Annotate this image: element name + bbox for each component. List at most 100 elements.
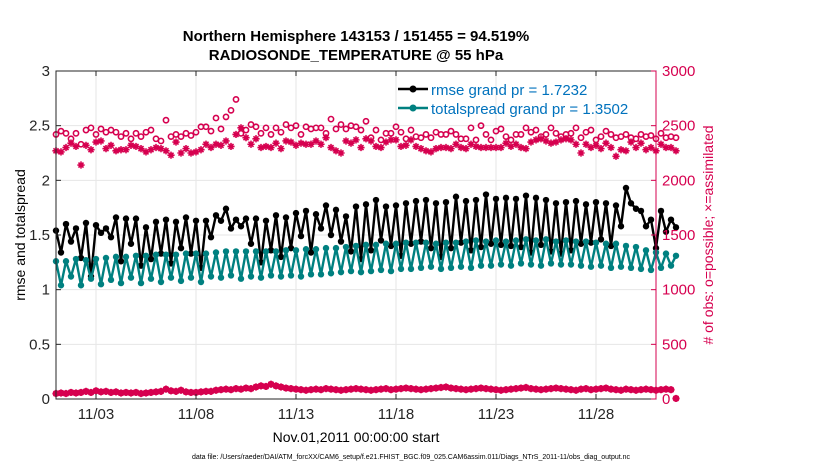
data-point-star [507,385,515,393]
data-point [402,135,410,143]
data-point-star [487,385,495,393]
data-point-star [497,386,505,394]
data-point [162,147,170,155]
data-point-star [577,385,585,393]
data-point [542,131,550,138]
data-point [512,237,520,244]
legend-marker-rmse [409,85,417,93]
data-point [232,216,240,223]
data-point [92,131,100,138]
data-point-star [77,388,85,397]
data-point [572,197,580,205]
data-file-footer: data file: /Users/raeder/DAI/ATM_forcXX/… [192,454,631,461]
data-point [647,132,655,139]
data-point [342,125,350,133]
data-point [332,244,340,252]
data-point [497,125,505,133]
data-point [517,243,525,251]
data-point [157,145,165,153]
y-tick-label-right: 1000 [662,282,695,299]
data-point-star [307,386,315,394]
data-point [192,250,200,257]
data-point [427,244,435,252]
data-point [662,228,670,235]
data-point [327,231,335,239]
data-point [582,201,590,208]
chart-subtitle: RADIOSONDE_TEMPERATURE @ 55 hPa [209,47,504,64]
data-point [337,121,345,128]
data-point-star [667,386,675,394]
data-point-star [627,386,635,394]
data-point [262,248,270,255]
data-point [82,219,90,227]
data-point [452,140,460,148]
data-point [422,196,430,204]
data-point-star [582,385,590,393]
data-point-star [222,385,230,393]
data-point-star [622,385,630,393]
data-point-star [157,387,165,395]
data-point-star [452,385,460,393]
data-point [247,140,255,148]
data-point [627,200,635,207]
x-tick-label: 11/08 [178,406,214,423]
data-point-star [67,388,75,397]
data-point [237,275,245,282]
data-point-star [447,384,455,392]
data-point [207,273,215,280]
data-point [192,128,200,136]
data-point [207,233,215,241]
data-point-star [562,385,570,393]
data-point [547,139,555,147]
data-point [497,241,505,249]
data-point [607,131,615,138]
data-point [407,240,415,247]
data-point [202,140,210,148]
data-point [507,242,515,250]
data-point-star [217,386,225,394]
data-point [502,139,510,147]
data-point [407,136,415,144]
data-point [357,268,365,276]
data-point [277,128,285,136]
data-point [407,265,415,273]
y-axis-label-left: rmse and totalspread [12,169,28,301]
data-point [117,279,125,287]
data-point [447,127,455,135]
data-point [72,225,80,232]
y-tick-label-left: 1.5 [29,227,50,244]
data-point [522,236,530,243]
data-point [317,271,325,278]
data-point-star [472,385,480,393]
data-point [492,143,500,152]
data-point [522,192,530,199]
data-point [502,133,510,140]
data-point [217,125,225,133]
data-point [132,252,140,259]
data-point [342,213,350,220]
data-point [287,244,295,252]
data-point [272,124,280,132]
data-point [657,264,665,271]
data-point [177,244,185,252]
data-point [387,136,395,144]
data-point-star [142,389,150,397]
data-point [257,129,265,137]
data-point [397,265,405,273]
data-point-star [242,384,250,392]
data-point-star [372,386,380,394]
data-point [437,265,445,273]
data-point [92,138,100,146]
y-tick-label-left: 2 [42,172,50,189]
data-point [232,96,240,103]
data-point [122,253,130,261]
data-point [602,139,610,147]
data-point [297,232,305,240]
data-point [132,215,140,222]
ticks-layer: 11/03 11/08 11/13 11/18 11/23 11/28 0 0.5 1 1.5 2 2… [29,63,695,423]
data-point-star [192,388,200,397]
data-point [332,206,340,214]
data-point [207,127,215,135]
data-point [122,146,130,154]
data-point-star [322,385,330,393]
